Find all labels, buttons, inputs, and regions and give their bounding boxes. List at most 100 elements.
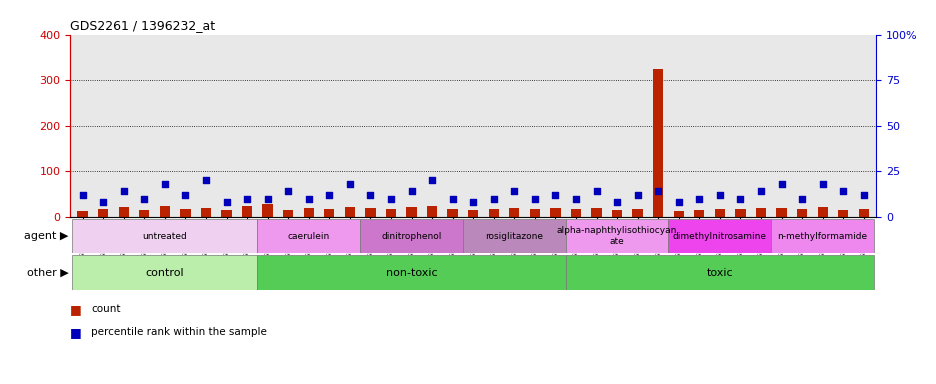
Bar — [570, 209, 580, 217]
Bar — [98, 209, 109, 217]
Bar — [632, 209, 642, 217]
Point — [198, 177, 213, 184]
Text: dinitrophenol: dinitrophenol — [381, 232, 441, 241]
Bar — [324, 209, 334, 217]
Point — [403, 189, 418, 195]
Point — [75, 192, 90, 198]
Bar — [565, 255, 873, 290]
Text: dimethylnitrosamine: dimethylnitrosamine — [672, 232, 766, 241]
Bar — [857, 209, 868, 217]
Bar — [241, 205, 252, 217]
Point — [240, 196, 255, 202]
Point — [732, 196, 747, 202]
Bar — [694, 210, 704, 217]
Bar — [488, 209, 498, 217]
Point — [137, 196, 152, 202]
Point — [342, 181, 357, 187]
Text: n-methylformamide: n-methylformamide — [777, 232, 867, 241]
Bar — [565, 219, 667, 253]
Point — [506, 189, 521, 195]
Bar — [200, 208, 211, 217]
Bar — [714, 209, 724, 217]
Text: caerulein: caerulein — [287, 232, 329, 241]
Point — [568, 196, 583, 202]
Point — [178, 192, 193, 198]
Bar — [303, 208, 314, 217]
Point — [95, 199, 110, 205]
Bar — [673, 210, 683, 217]
Text: other ▶: other ▶ — [26, 268, 68, 278]
Point — [609, 199, 624, 205]
Point — [300, 196, 315, 202]
Bar — [78, 210, 88, 217]
Bar — [221, 210, 231, 217]
Bar — [139, 210, 149, 217]
Bar — [776, 208, 786, 217]
Text: untreated: untreated — [142, 232, 187, 241]
Point — [527, 196, 542, 202]
Text: percentile rank within the sample: percentile rank within the sample — [91, 327, 267, 337]
Bar — [508, 208, 519, 217]
Bar — [119, 207, 129, 217]
Point — [424, 177, 439, 184]
Bar — [770, 219, 873, 253]
Point — [670, 199, 685, 205]
Bar — [386, 209, 396, 217]
Text: agent ▶: agent ▶ — [24, 231, 68, 241]
Bar — [816, 207, 826, 217]
Point — [157, 181, 172, 187]
Point — [691, 196, 706, 202]
Point — [321, 192, 336, 198]
Text: control: control — [145, 268, 184, 278]
Text: count: count — [91, 304, 120, 314]
Text: ■: ■ — [70, 303, 82, 316]
Text: alpha-naphthylisothiocyan
ate: alpha-naphthylisothiocyan ate — [556, 227, 677, 246]
Point — [445, 196, 460, 202]
Point — [835, 189, 850, 195]
Bar — [159, 205, 169, 217]
Point — [589, 189, 604, 195]
Bar — [755, 208, 766, 217]
Point — [548, 192, 563, 198]
Point — [260, 196, 275, 202]
Bar — [72, 255, 257, 290]
Point — [116, 189, 131, 195]
Bar — [611, 210, 622, 217]
Point — [486, 196, 501, 202]
Bar — [529, 209, 539, 217]
Bar — [344, 207, 355, 217]
Bar — [427, 205, 437, 217]
Bar — [257, 219, 359, 253]
Point — [465, 199, 480, 205]
Point — [219, 199, 234, 205]
Point — [362, 192, 377, 198]
Bar — [837, 210, 847, 217]
Point — [814, 181, 829, 187]
Point — [753, 189, 768, 195]
Bar — [797, 209, 807, 217]
Point — [773, 181, 788, 187]
Point — [794, 196, 809, 202]
Point — [711, 192, 726, 198]
Point — [383, 196, 398, 202]
Text: non-toxic: non-toxic — [386, 268, 437, 278]
Bar — [462, 219, 565, 253]
Bar — [667, 219, 770, 253]
Text: GDS2261 / 1396232_at: GDS2261 / 1396232_at — [70, 19, 215, 32]
Bar — [652, 69, 663, 217]
Bar — [549, 208, 560, 217]
Bar — [262, 204, 272, 217]
Bar — [735, 209, 745, 217]
Bar — [257, 255, 565, 290]
Bar — [365, 208, 375, 217]
Bar — [406, 207, 417, 217]
Text: toxic: toxic — [706, 268, 732, 278]
Bar — [591, 208, 601, 217]
Point — [650, 189, 665, 195]
Point — [856, 192, 870, 198]
Bar — [468, 210, 477, 217]
Bar — [283, 210, 293, 217]
Text: rosiglitazone: rosiglitazone — [485, 232, 543, 241]
Bar — [447, 209, 458, 217]
Bar — [180, 209, 190, 217]
